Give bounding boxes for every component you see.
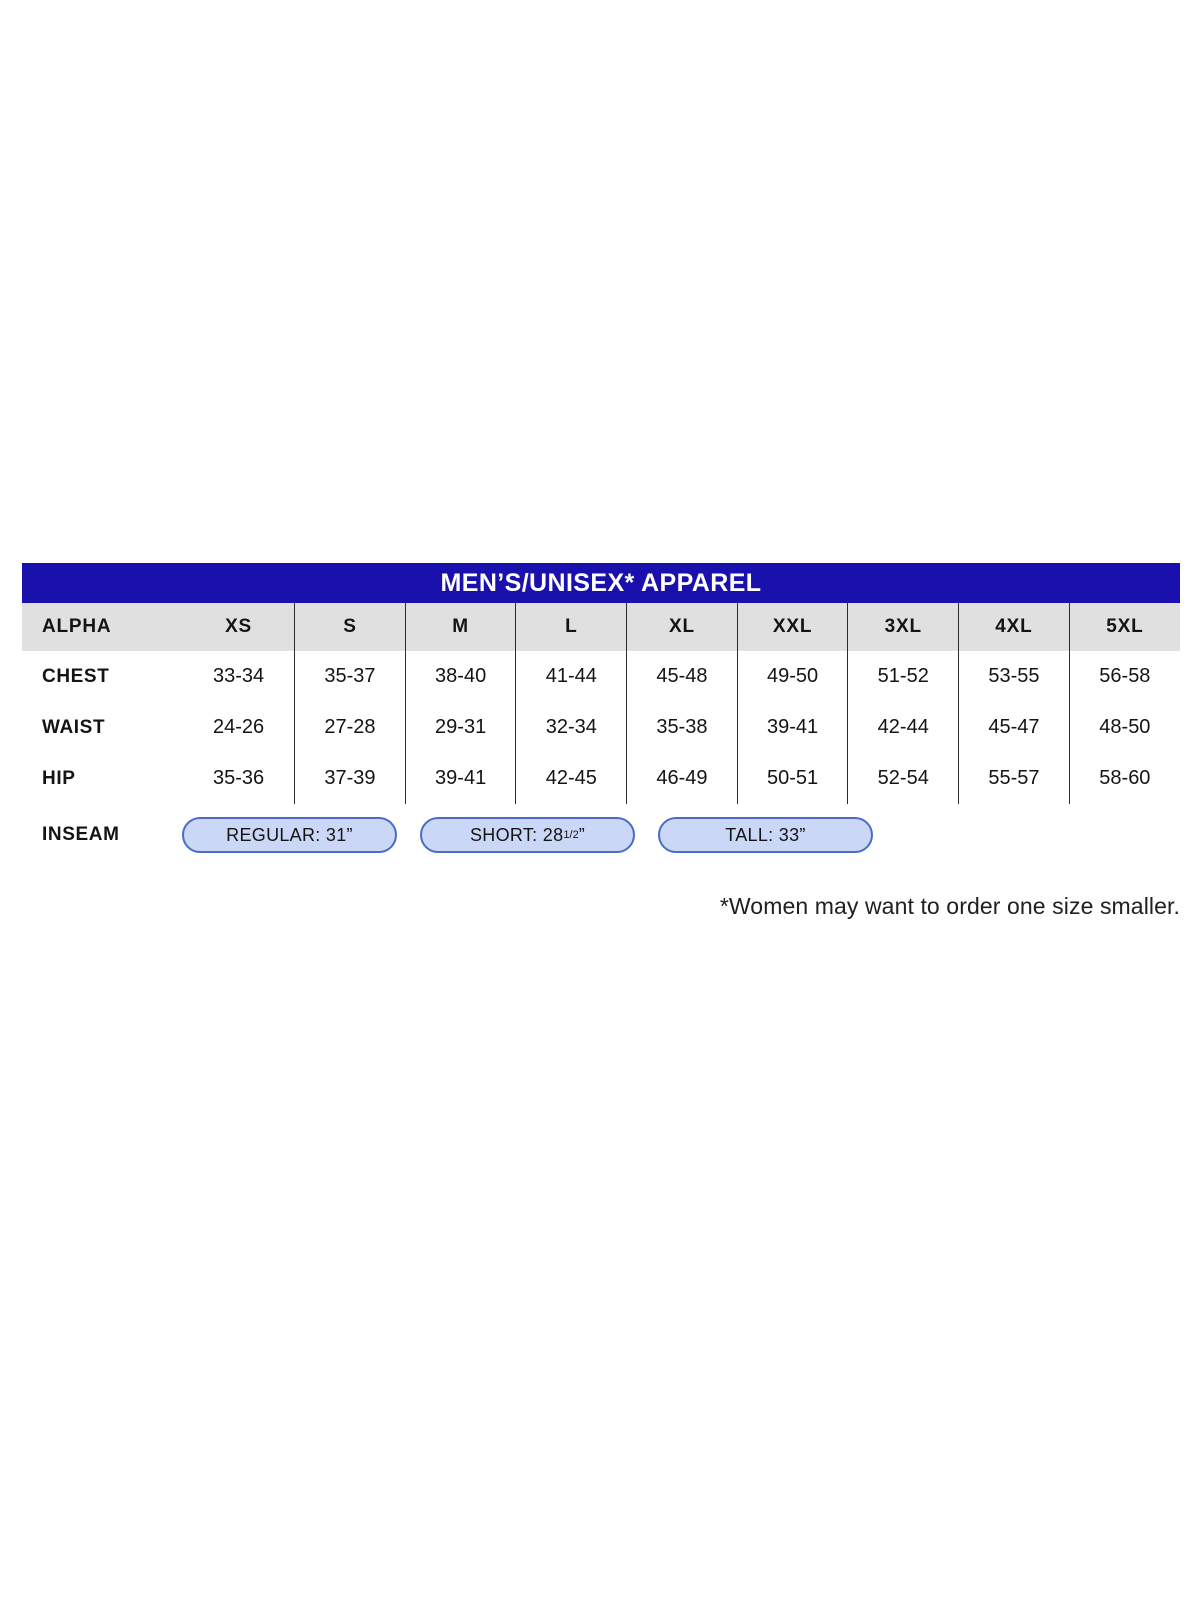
inseam-row: INSEAM REGULAR: 31” SHORT: 28 1/2” TALL: …: [22, 806, 1180, 864]
row-label-inseam: INSEAM: [42, 824, 120, 845]
cell-chest-xl: 45-48: [626, 651, 738, 702]
column-header-xs: XS: [225, 616, 253, 637]
table-header-row: ALPHA XS S M L XL XXL 3XL 4XL 5XL: [22, 603, 1180, 651]
table-row: HIP 35-36 37-39 39-41 42-45 46-49 50-51 …: [22, 753, 1180, 804]
inseam-option-tall-label: TALL: 33”: [725, 824, 806, 845]
cell-waist-4xl: 45-47: [958, 702, 1070, 753]
inseam-option-regular[interactable]: REGULAR: 31”: [182, 817, 397, 853]
cell-hip-3xl: 52-54: [847, 753, 959, 804]
cell-chest-s: 35-37: [294, 651, 406, 702]
cell-waist-s: 27-28: [294, 702, 406, 753]
cell-chest-xxl: 49-50: [736, 651, 848, 702]
inseam-option-tall[interactable]: TALL: 33”: [658, 817, 873, 853]
cell-hip-4xl: 55-57: [958, 753, 1070, 804]
cell-chest-m: 38-40: [404, 651, 516, 702]
inseam-option-short[interactable]: SHORT: 28 1/2”: [420, 817, 635, 853]
cell-waist-3xl: 42-44: [847, 702, 959, 753]
cell-chest-l: 41-44: [515, 651, 627, 702]
cell-chest-xs: 33-34: [212, 665, 265, 687]
cell-hip-m: 39-41: [404, 753, 516, 804]
size-chart: MEN’S/UNISEX* APPAREL ALPHA XS S M L XL …: [22, 563, 1180, 864]
cell-waist-m: 29-31: [404, 702, 516, 753]
table-row: WAIST 24-26 27-28 29-31 32-34 35-38 39-4…: [22, 702, 1180, 753]
column-header-l: L: [515, 603, 627, 651]
cell-waist-l: 32-34: [515, 702, 627, 753]
column-header-xl: XL: [626, 603, 738, 651]
row-label-hip: HIP: [42, 767, 76, 789]
table-row: CHEST 33-34 35-37 38-40 41-44 45-48 49-5…: [22, 651, 1180, 702]
cell-chest-3xl: 51-52: [847, 651, 959, 702]
column-header-4xl: 4XL: [958, 603, 1070, 651]
column-header-5xl: 5XL: [1068, 603, 1180, 651]
cell-hip-xl: 46-49: [626, 753, 738, 804]
footnote: *Women may want to order one size smalle…: [719, 893, 1180, 919]
cell-chest-4xl: 53-55: [958, 651, 1070, 702]
row-label-chest: CHEST: [42, 665, 110, 687]
cell-chest-5xl: 56-58: [1068, 651, 1180, 702]
cell-hip-5xl: 58-60: [1068, 753, 1180, 804]
column-header-3xl: 3XL: [847, 603, 959, 651]
cell-hip-xxl: 50-51: [736, 753, 848, 804]
inseam-option-regular-label: REGULAR: 31”: [226, 824, 353, 845]
column-header-alpha: ALPHA: [42, 616, 112, 637]
cell-waist-xl: 35-38: [626, 702, 738, 753]
cell-waist-5xl: 48-50: [1068, 702, 1180, 753]
column-header-m: M: [404, 603, 516, 651]
cell-hip-s: 37-39: [294, 753, 406, 804]
inseam-option-short-label: SHORT: 28: [470, 824, 564, 845]
cell-waist-xxl: 39-41: [736, 702, 848, 753]
inseam-options: REGULAR: 31” SHORT: 28 1/2” TALL: 33”: [182, 817, 873, 853]
size-table: ALPHA XS S M L XL XXL 3XL 4XL 5XL CHEST …: [22, 603, 1180, 804]
column-header-xxl: XXL: [736, 603, 848, 651]
chart-title-bar: MEN’S/UNISEX* APPAREL: [22, 563, 1180, 603]
cell-hip-xs: 35-36: [212, 767, 265, 789]
row-label-waist: WAIST: [42, 716, 106, 738]
cell-waist-xs: 24-26: [212, 716, 265, 738]
chart-title: MEN’S/UNISEX* APPAREL: [440, 568, 762, 597]
cell-hip-l: 42-45: [515, 753, 627, 804]
inseam-option-short-suffix: ”: [578, 824, 585, 845]
column-header-s: S: [294, 603, 406, 651]
